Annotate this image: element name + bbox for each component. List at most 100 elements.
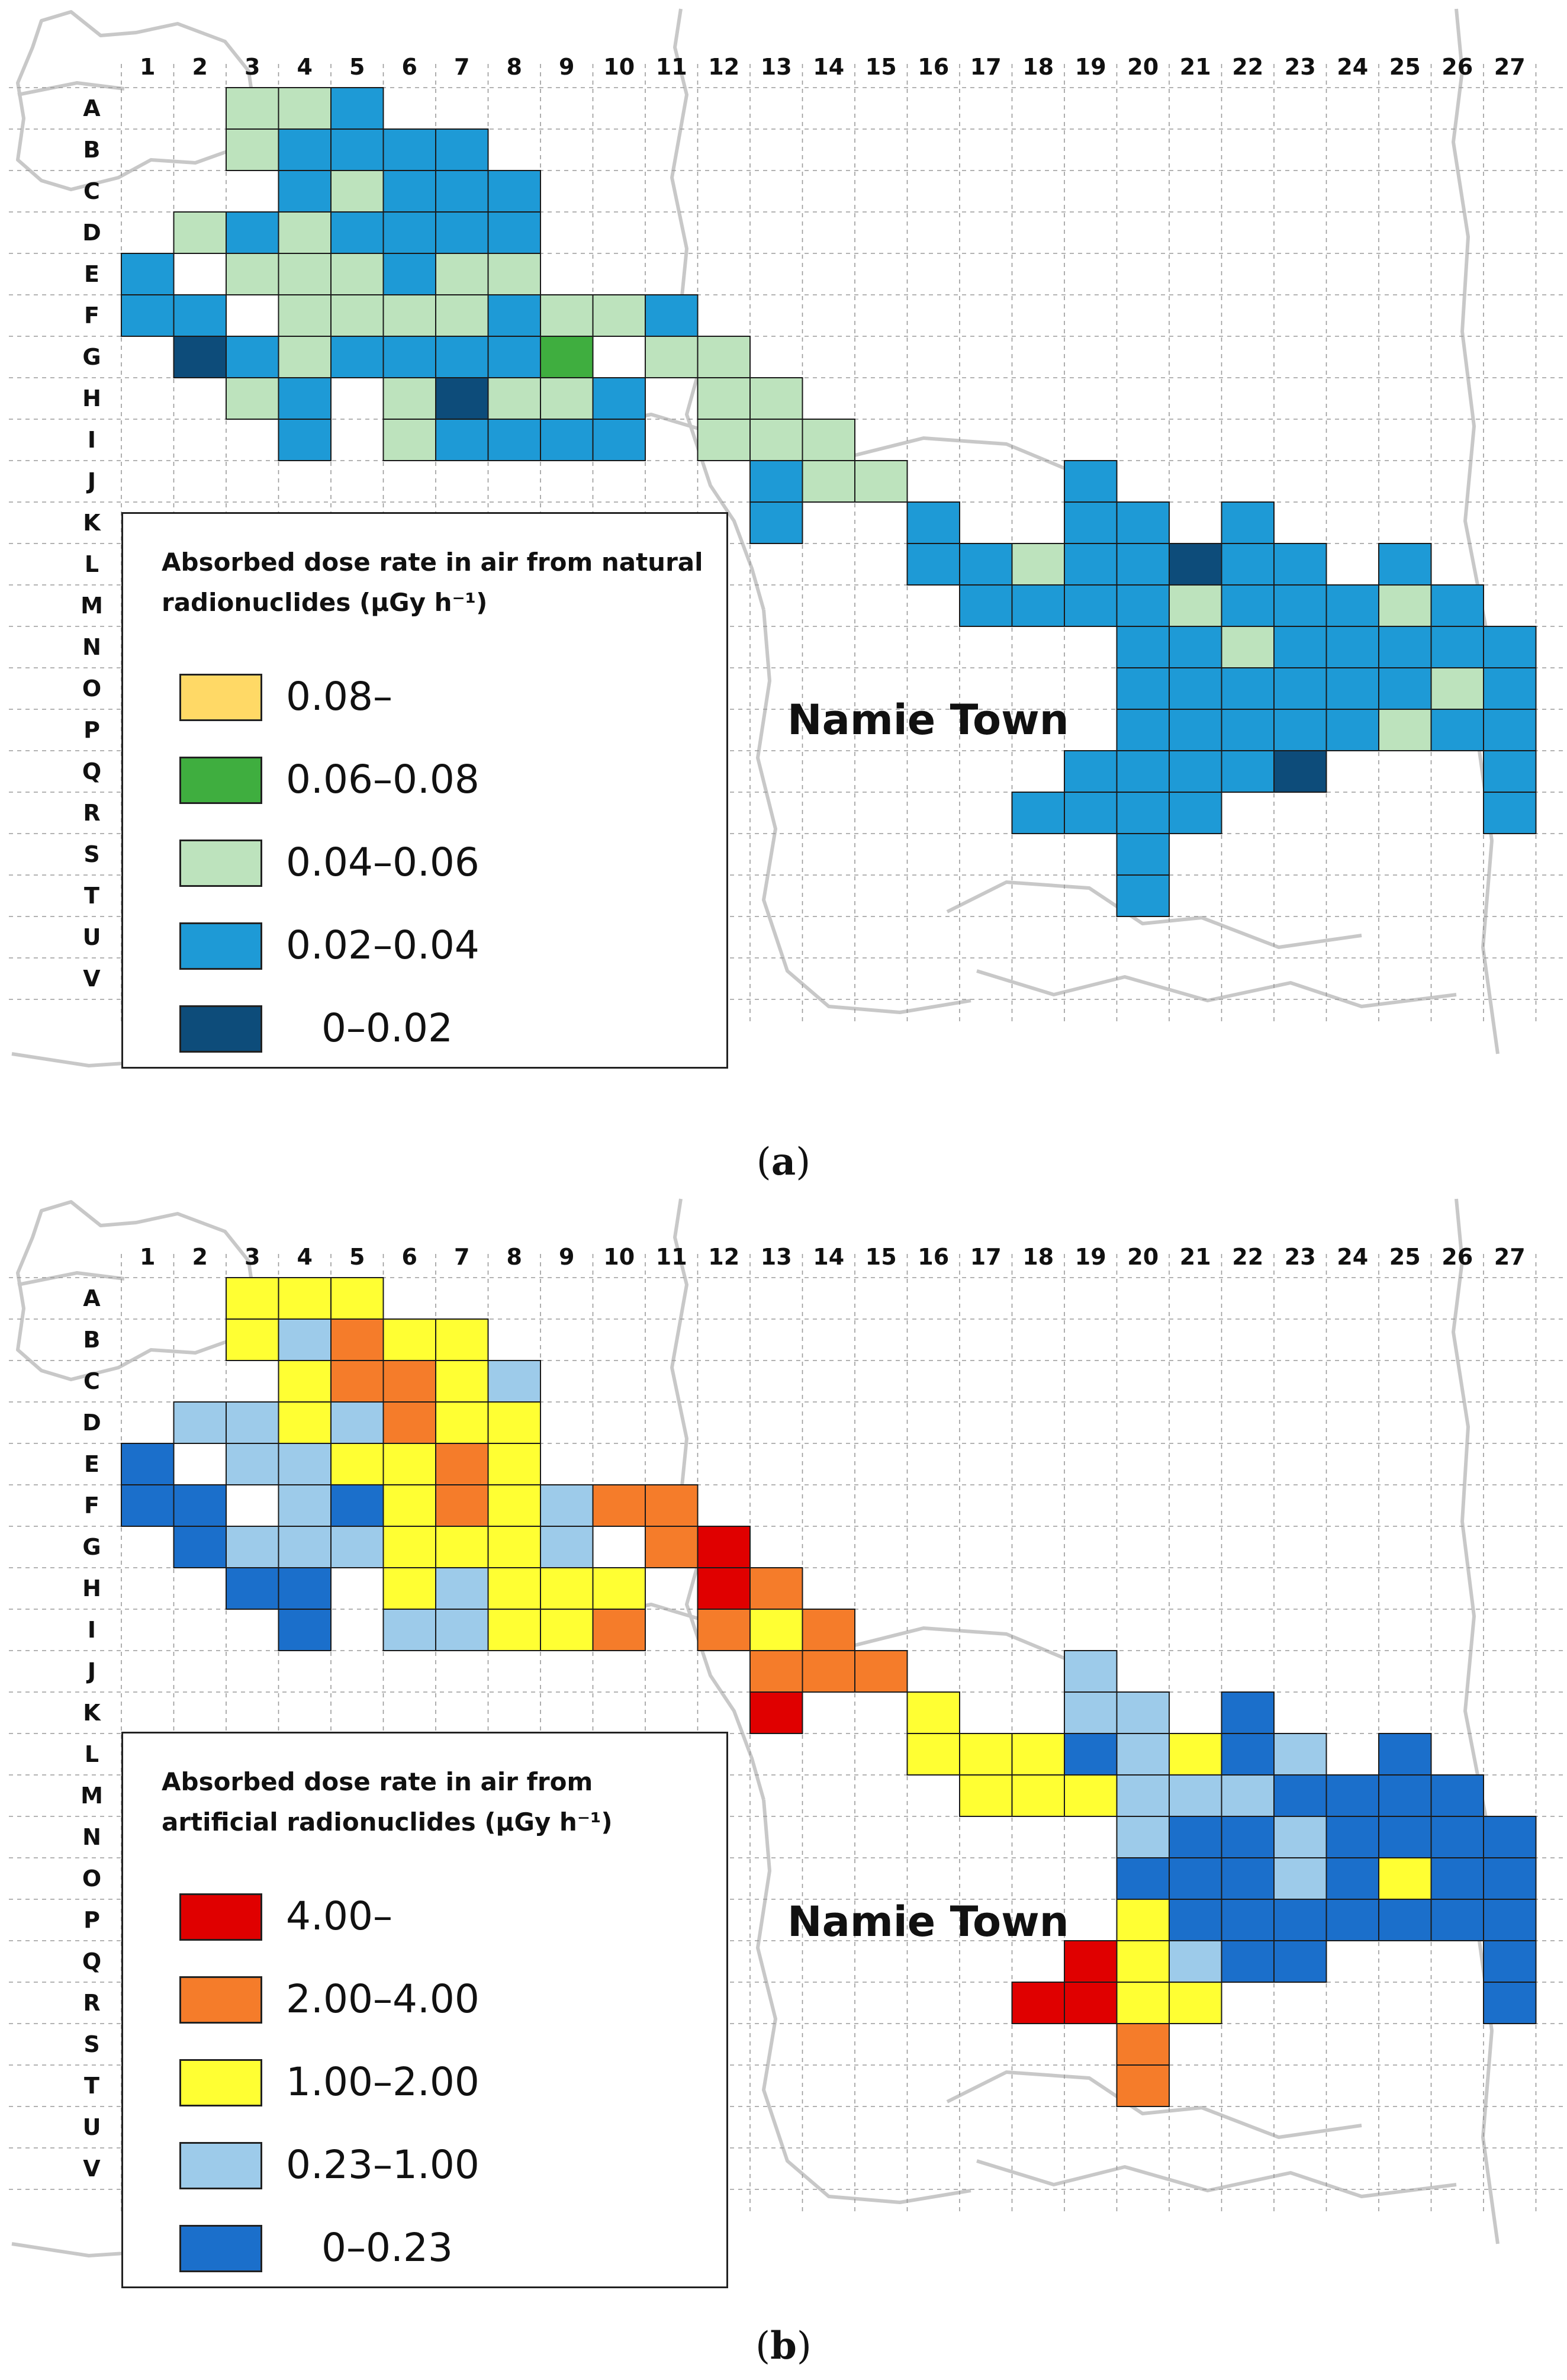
column-label: 18 xyxy=(1022,1244,1054,1270)
grid-cell-K16 xyxy=(906,1691,960,1734)
grid-cell-J15 xyxy=(854,1650,908,1693)
column-label: 26 xyxy=(1441,1244,1473,1270)
legend-label: 0.08– xyxy=(286,674,392,719)
grid-cell-N24 xyxy=(1325,626,1379,668)
column-label: 20 xyxy=(1127,54,1159,80)
column-label: 23 xyxy=(1285,54,1316,80)
column-label: 25 xyxy=(1389,54,1421,80)
boundary-line xyxy=(976,2159,1457,2198)
grid-cell-A4 xyxy=(278,87,332,130)
grid-cell-B3 xyxy=(226,1318,279,1361)
legend-swatch xyxy=(179,674,262,721)
grid-cell-H9 xyxy=(540,1567,594,1610)
grid-cell-N21 xyxy=(1169,626,1222,668)
legend-natural: Absorbed dose rate in air from natural r… xyxy=(121,512,728,1069)
grid-cell-B4 xyxy=(278,1318,332,1361)
caption-paren-close: ) xyxy=(796,2324,812,2368)
grid-cell-G11 xyxy=(645,336,699,378)
legend-item: 0.04–0.06 xyxy=(179,840,700,887)
grid-cell-N23 xyxy=(1273,1816,1327,1858)
grid-cell-N26 xyxy=(1430,1816,1484,1858)
grid-cell-R19 xyxy=(1064,792,1118,834)
grid-cell-E1 xyxy=(121,1443,175,1485)
grid-cell-L25 xyxy=(1378,543,1432,586)
boundary-line xyxy=(16,10,256,191)
grid-cell-L22 xyxy=(1221,543,1275,586)
grid-cell-O24 xyxy=(1325,1857,1379,1900)
grid-cell-R21 xyxy=(1169,1982,1222,2024)
row-label: M xyxy=(81,593,103,619)
row-label: A xyxy=(83,1285,101,1311)
column-label: 12 xyxy=(708,54,739,80)
caption-letter: a xyxy=(771,1140,796,1184)
row-label: B xyxy=(83,1327,101,1353)
grid-cell-C7 xyxy=(435,170,489,213)
grid-cell-M24 xyxy=(1325,1774,1379,1817)
grid-cell-P24 xyxy=(1325,709,1379,751)
grid-cell-Q19 xyxy=(1064,750,1118,793)
row-label: F xyxy=(84,303,99,329)
grid-cell-D3 xyxy=(226,1401,279,1444)
column-label: 13 xyxy=(761,54,792,80)
row-label: O xyxy=(82,676,101,702)
row-label: F xyxy=(84,1493,99,1519)
grid-cell-E8 xyxy=(487,253,541,295)
grid-cell-B7 xyxy=(435,128,489,171)
grid-cell-M25 xyxy=(1378,584,1432,627)
legend-artificial: Absorbed dose rate in air from artificia… xyxy=(121,1732,728,2288)
grid-cell-O20 xyxy=(1116,1857,1170,1900)
grid-cell-N22 xyxy=(1221,1816,1275,1858)
grid-cell-C4 xyxy=(278,1360,332,1403)
grid-cell-M26 xyxy=(1430,584,1484,627)
boundary-line xyxy=(16,1200,256,1381)
grid-cell-F11 xyxy=(645,294,699,337)
column-label: 14 xyxy=(813,1244,844,1270)
row-label: B xyxy=(83,137,101,163)
grid-cell-M25 xyxy=(1378,1774,1432,1817)
grid-cell-K20 xyxy=(1116,1691,1170,1734)
legend-title: Absorbed dose rate in air from natural r… xyxy=(162,548,703,617)
column-label: 3 xyxy=(244,54,260,80)
grid-cell-E7 xyxy=(435,253,489,295)
row-label: T xyxy=(84,883,99,909)
column-label: 11 xyxy=(656,54,687,80)
legend-swatch xyxy=(179,2059,262,2106)
grid-cell-O21 xyxy=(1169,667,1222,710)
row-label: A xyxy=(83,95,101,121)
grid-cell-E4 xyxy=(278,1443,332,1485)
column-label: 5 xyxy=(349,54,365,80)
caption-letter: b xyxy=(770,2324,797,2368)
grid-cell-P26 xyxy=(1430,1899,1484,1941)
grid-cell-R27 xyxy=(1483,792,1537,834)
grid-cell-F9 xyxy=(540,294,594,337)
legend-item: 0–0.23 xyxy=(179,2225,700,2272)
grid-cell-J14 xyxy=(802,460,855,503)
grid-cell-H3 xyxy=(226,377,279,420)
grid-cell-H7 xyxy=(435,377,489,420)
grid-cell-L25 xyxy=(1378,1733,1432,1776)
column-label: 5 xyxy=(349,1244,365,1270)
column-label: 12 xyxy=(708,1244,739,1270)
row-label: U xyxy=(83,2114,101,2140)
grid-cell-I7 xyxy=(435,1609,489,1651)
row-label: C xyxy=(83,1368,100,1394)
grid-cell-F1 xyxy=(121,294,175,337)
column-label: 6 xyxy=(402,54,417,80)
grid-cell-H13 xyxy=(749,377,803,420)
grid-cell-C6 xyxy=(382,1360,436,1403)
column-label: 6 xyxy=(402,1244,417,1270)
town-label: Namie Town xyxy=(787,1897,1069,1946)
grid-cell-K13 xyxy=(749,1691,803,1734)
grid-cell-P23 xyxy=(1273,1899,1327,1941)
grid-cell-M17 xyxy=(959,584,1013,627)
grid-cell-K22 xyxy=(1221,501,1275,544)
row-label: C xyxy=(83,178,100,204)
grid-cell-E5 xyxy=(330,253,384,295)
legend-swatch xyxy=(179,840,262,887)
grid-cell-M23 xyxy=(1273,584,1327,627)
row-label: L xyxy=(85,551,99,577)
legend-label: 0–0.23 xyxy=(321,2225,453,2270)
grid-cell-Q27 xyxy=(1483,1940,1537,1983)
boundary-line xyxy=(756,1799,971,2204)
